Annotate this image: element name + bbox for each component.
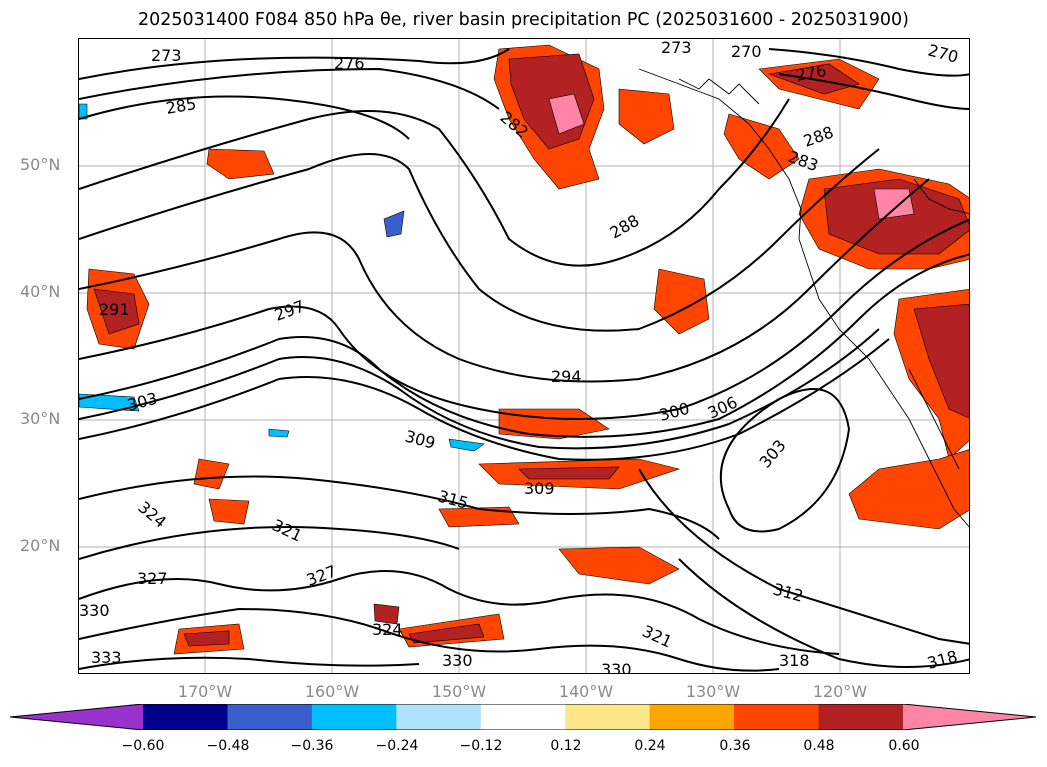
colorbar-tick: 0.60	[888, 738, 920, 754]
contour-label: 283	[786, 147, 821, 175]
contour-label: 318	[925, 647, 959, 673]
lon-label-160w: 160°W	[304, 682, 360, 701]
colorbar-tick: −0.60	[121, 738, 165, 754]
contour-label: 285	[164, 94, 197, 118]
colorbar-segment	[143, 704, 228, 730]
colorbar-tick: 0.48	[803, 738, 835, 754]
contour-label: 297	[272, 296, 307, 324]
contour-label: 270	[731, 42, 762, 61]
colorbar-tick: 0.24	[634, 738, 666, 754]
contour-ridge-3	[79, 178, 930, 383]
contour-label: 312	[771, 580, 805, 606]
contour-label: 273	[151, 46, 182, 65]
contour-label: 318	[779, 651, 810, 670]
lon-label-150w: 150°W	[431, 682, 487, 701]
contour-label: 309	[403, 427, 437, 453]
colorbar-segment	[818, 704, 904, 730]
colorbar-tick: 0.12	[550, 738, 582, 754]
contour-label: 321	[639, 621, 675, 651]
contour-ridge-2	[79, 148, 880, 332]
lon-label-130w: 130°W	[685, 682, 741, 701]
contour-label: 324	[372, 620, 403, 639]
colorbar-tick: −0.48	[206, 738, 250, 754]
map-title: 2025031400 F084 850 hPa θe, river basin …	[138, 10, 909, 30]
lon-label-120w: 120°W	[812, 682, 868, 701]
theta-e-contours	[79, 48, 969, 672]
contour-ridge-1	[79, 98, 790, 267]
contour-285	[79, 95, 410, 140]
colorbar-segment	[649, 704, 735, 730]
contour-label: 288	[607, 211, 643, 243]
shade-midlat	[653, 268, 710, 335]
contour-label: 327	[137, 569, 168, 588]
contour-303-loop	[719, 388, 851, 533]
lon-label-140w: 140°W	[558, 682, 614, 701]
contour-label: 288	[801, 122, 836, 150]
contour-label: 303	[756, 436, 790, 472]
colorbar-segment	[480, 704, 566, 730]
contour-label: 330	[601, 660, 632, 674]
contour-label: 321	[269, 515, 305, 545]
colorbar-extend-low	[10, 704, 143, 730]
contour-label: 294	[551, 367, 582, 386]
lat-label-50n: 50°N	[20, 155, 61, 174]
colorbar-tick: −0.36	[290, 738, 334, 754]
contour-label: 324	[134, 498, 170, 532]
colorbar	[10, 704, 1036, 730]
contour-label: 270	[926, 41, 960, 67]
colorbar-tick: −0.24	[375, 738, 419, 754]
map-panel: 273 276 285 282 288 291 297 303 294 300 …	[78, 38, 970, 674]
contour-label: 291	[99, 300, 130, 319]
shade-bc-coast	[618, 88, 675, 145]
shade-subtropic-band	[498, 408, 610, 440]
contour-label: 330	[442, 651, 473, 670]
contour-318	[678, 558, 969, 668]
lat-label-20n: 20°N	[20, 536, 61, 555]
colorbar-segment	[311, 704, 397, 730]
colorbar-segment	[396, 704, 482, 730]
contour-label-layer: 273 276 285 282 288 291 297 303 294 300 …	[79, 39, 960, 674]
precip-shading	[86, 44, 969, 655]
lat-label-40n: 40°N	[20, 282, 61, 301]
coastline-baja	[908, 368, 960, 470]
colorbar-tick: 0.36	[719, 738, 751, 754]
graticule	[79, 39, 969, 673]
contour-label: 330	[79, 601, 110, 620]
contour-label: 303	[125, 389, 159, 415]
contour-312	[638, 468, 969, 645]
contour-label: 300	[657, 399, 691, 425]
negative-shading	[79, 103, 485, 452]
lat-label-30n: 30°N	[20, 409, 61, 428]
contour-label: 273	[661, 39, 692, 57]
colorbar-segment	[227, 704, 313, 730]
contour-label: 327	[304, 561, 339, 589]
colorbar-segment	[565, 704, 651, 730]
contour-label: 333	[91, 648, 122, 667]
contour-label: 309	[524, 479, 555, 498]
colorbar-tick: −0.12	[459, 738, 503, 754]
map-canvas: 273 276 285 282 288 291 297 303 294 300 …	[79, 39, 969, 674]
lon-label-170w: 170°W	[177, 682, 233, 701]
colorbar-segment	[734, 704, 820, 730]
colorbar-extend-high	[903, 704, 1036, 730]
contour-label: 276	[334, 54, 365, 73]
